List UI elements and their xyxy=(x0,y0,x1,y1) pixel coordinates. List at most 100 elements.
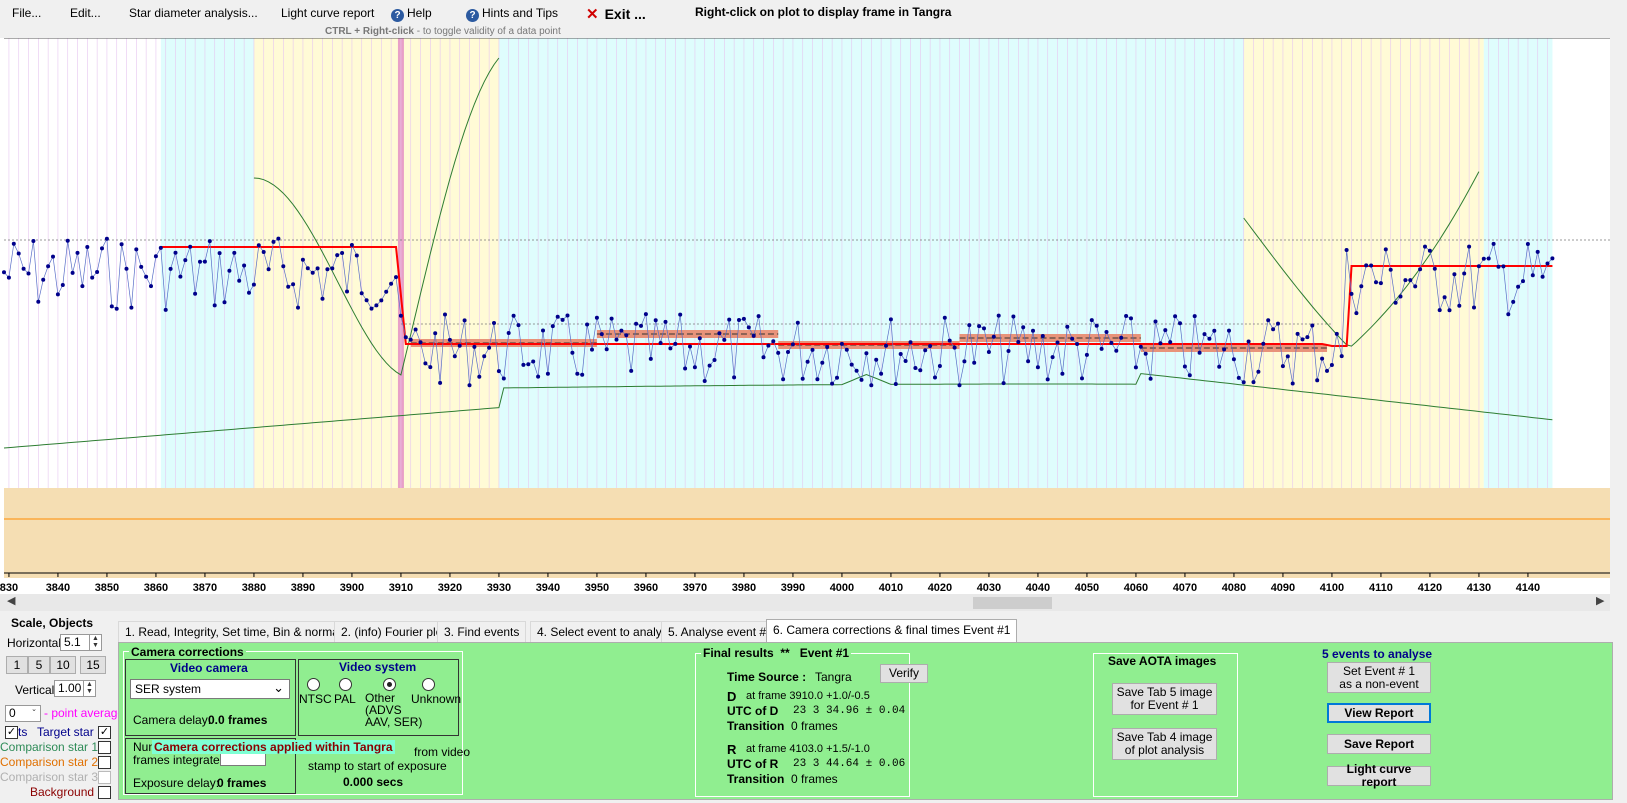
data-point xyxy=(21,266,26,271)
ctrl-hint: CTRL + Right-click - to toggle validity … xyxy=(325,26,561,37)
spin-arrows-icon[interactable]: ▲ ▼ xyxy=(83,681,95,696)
points-checkbox[interactable]: ✓ xyxy=(5,726,18,739)
scale-1-button[interactable]: 1 xyxy=(6,656,28,674)
camera-corrections-banner: Camera corrections applied within Tangra xyxy=(152,740,395,754)
vertical-scale-input[interactable]: 1.00 ▲ ▼ xyxy=(54,680,96,697)
data-point xyxy=(447,337,452,342)
menu-edit[interactable]: Edit... xyxy=(70,6,101,20)
data-point xyxy=(1026,359,1031,364)
menu-light-curve-report[interactable]: Light curve report xyxy=(281,6,375,20)
menu-help[interactable]: ? Help xyxy=(391,6,432,22)
menu-hints-label: Hints and Tips xyxy=(482,6,559,20)
data-point xyxy=(776,350,781,355)
data-point xyxy=(790,342,795,347)
scroll-right-icon[interactable]: ▶ xyxy=(1596,595,1605,607)
final-results-label: Final results xyxy=(703,646,774,660)
data-point xyxy=(1462,271,1467,276)
scale-5-button[interactable]: 5 xyxy=(28,656,50,674)
target-star-label: Target star xyxy=(37,725,94,739)
light-curve-plot[interactable]: 830 3840 3850 3860 3870 3880 3890 3900 3910 3920 3… xyxy=(0,38,1610,594)
data-point xyxy=(585,322,590,327)
scale-15-button[interactable]: 15 xyxy=(80,656,106,674)
data-point xyxy=(869,383,874,388)
data-point xyxy=(1182,364,1187,369)
utc-r-value: 23 3 44.64 ± 0.06 xyxy=(793,758,906,770)
tab-fourier[interactable]: 2. (info) Fourier plot xyxy=(334,621,453,642)
comparison-3-checkbox[interactable] xyxy=(98,771,111,784)
save-tab5-button[interactable]: Save Tab 5 image for Event # 1 xyxy=(1112,683,1217,715)
ctrl-hint-key: CTRL + Right-click xyxy=(325,26,414,37)
data-point xyxy=(1481,256,1486,261)
data-point xyxy=(408,337,413,342)
menu-file[interactable]: File... xyxy=(12,6,42,20)
data-point xyxy=(286,284,291,289)
data-point xyxy=(1354,311,1359,316)
spin-arrows-icon[interactable]: ▲ ▼ xyxy=(89,635,101,650)
data-point xyxy=(492,321,496,325)
data-point xyxy=(6,275,11,280)
other-radio[interactable] xyxy=(383,678,396,691)
data-point xyxy=(697,336,702,341)
background-band xyxy=(4,488,1610,578)
menu-hints[interactable]: ? Hints and Tips xyxy=(466,6,558,22)
menu-star-diameter[interactable]: Star diameter analysis... xyxy=(129,6,258,20)
background-checkbox[interactable] xyxy=(98,786,111,799)
ntsc-radio[interactable] xyxy=(307,678,320,691)
data-point xyxy=(1153,319,1158,324)
save-tab4-button[interactable]: Save Tab 4 image of plot analysis xyxy=(1112,728,1217,760)
data-point xyxy=(46,264,51,269)
data-point xyxy=(972,360,977,365)
data-point xyxy=(1251,380,1256,385)
tab-analyse-event[interactable]: 5. Analyse event #1 xyxy=(661,621,780,642)
data-point xyxy=(149,284,153,289)
plot-horizontal-scrollbar[interactable]: ◀ ▶ xyxy=(0,594,1610,611)
x-tick-label: 3960 xyxy=(634,582,658,594)
camera-type-select[interactable]: SER system ⌄ xyxy=(130,679,290,699)
data-point xyxy=(977,324,982,329)
data-point xyxy=(158,245,163,250)
data-point xyxy=(830,381,835,386)
light-curve-report-button[interactable]: Light curve report xyxy=(1327,763,1431,789)
x-tick-label: 4050 xyxy=(1075,582,1099,594)
view-report-button[interactable]: View Report xyxy=(1327,703,1431,723)
menu-bar: File... Edit... Star diameter analysis..… xyxy=(0,0,1627,28)
chevron-down-icon: ⌄ xyxy=(31,706,37,713)
data-point xyxy=(1040,334,1045,338)
horizontal-label: Horizontal xyxy=(7,636,62,650)
data-point xyxy=(1344,248,1349,252)
horizontal-scale-input[interactable]: 5.1 ▲ ▼ xyxy=(60,634,102,651)
tab-read-integrity[interactable]: 1. Read, Integrity, Set time, Bin & norm… xyxy=(118,621,364,642)
scrollbar-thumb[interactable] xyxy=(973,597,1052,609)
plot-hint: Right-click on plot to display frame in … xyxy=(695,5,952,19)
data-point xyxy=(163,307,168,312)
frames-integrated-label: frames integrated xyxy=(133,753,227,767)
data-point xyxy=(1231,357,1236,362)
pal-radio[interactable] xyxy=(339,678,352,691)
unknown-radio[interactable] xyxy=(422,678,435,691)
data-point xyxy=(305,266,310,271)
scale-10-button[interactable]: 10 xyxy=(50,656,76,674)
ctrl-hint-text: - to toggle validity of a data point xyxy=(414,26,561,37)
data-point xyxy=(786,350,790,354)
data-point xyxy=(653,318,658,323)
plot-x-axis: 830 3840 3850 3860 3870 3880 3890 3900 3910 3920 3… xyxy=(0,572,1610,594)
utc-d-label: UTC of D xyxy=(727,704,779,718)
data-point xyxy=(839,341,844,346)
comparison-1-checkbox[interactable] xyxy=(98,741,111,754)
point-average-select[interactable]: 0 ⌄ xyxy=(5,705,41,722)
comparison-2-checkbox[interactable] xyxy=(98,756,111,769)
tab-select-event[interactable]: 4. Select event to analyse xyxy=(530,621,682,642)
verify-button[interactable]: Verify xyxy=(880,664,928,683)
data-point xyxy=(570,350,575,355)
data-point xyxy=(1001,381,1006,386)
target-star-checkbox[interactable]: ✓ xyxy=(98,726,111,739)
menu-exit[interactable]: ✕ Exit ... xyxy=(586,5,646,23)
data-point xyxy=(1280,364,1285,369)
tab-bar: 1. Read, Integrity, Set time, Bin & norm… xyxy=(118,619,1613,643)
save-report-button[interactable]: Save Report xyxy=(1327,734,1431,754)
tab-find-events[interactable]: 3. Find events xyxy=(437,621,527,642)
tab-camera-corrections[interactable]: 6. Camera corrections & final times Even… xyxy=(766,619,1018,643)
scroll-left-icon[interactable]: ◀ xyxy=(7,595,16,607)
set-event-button[interactable]: Set Event # 1 as a non-event xyxy=(1327,662,1431,693)
data-point xyxy=(207,239,212,244)
